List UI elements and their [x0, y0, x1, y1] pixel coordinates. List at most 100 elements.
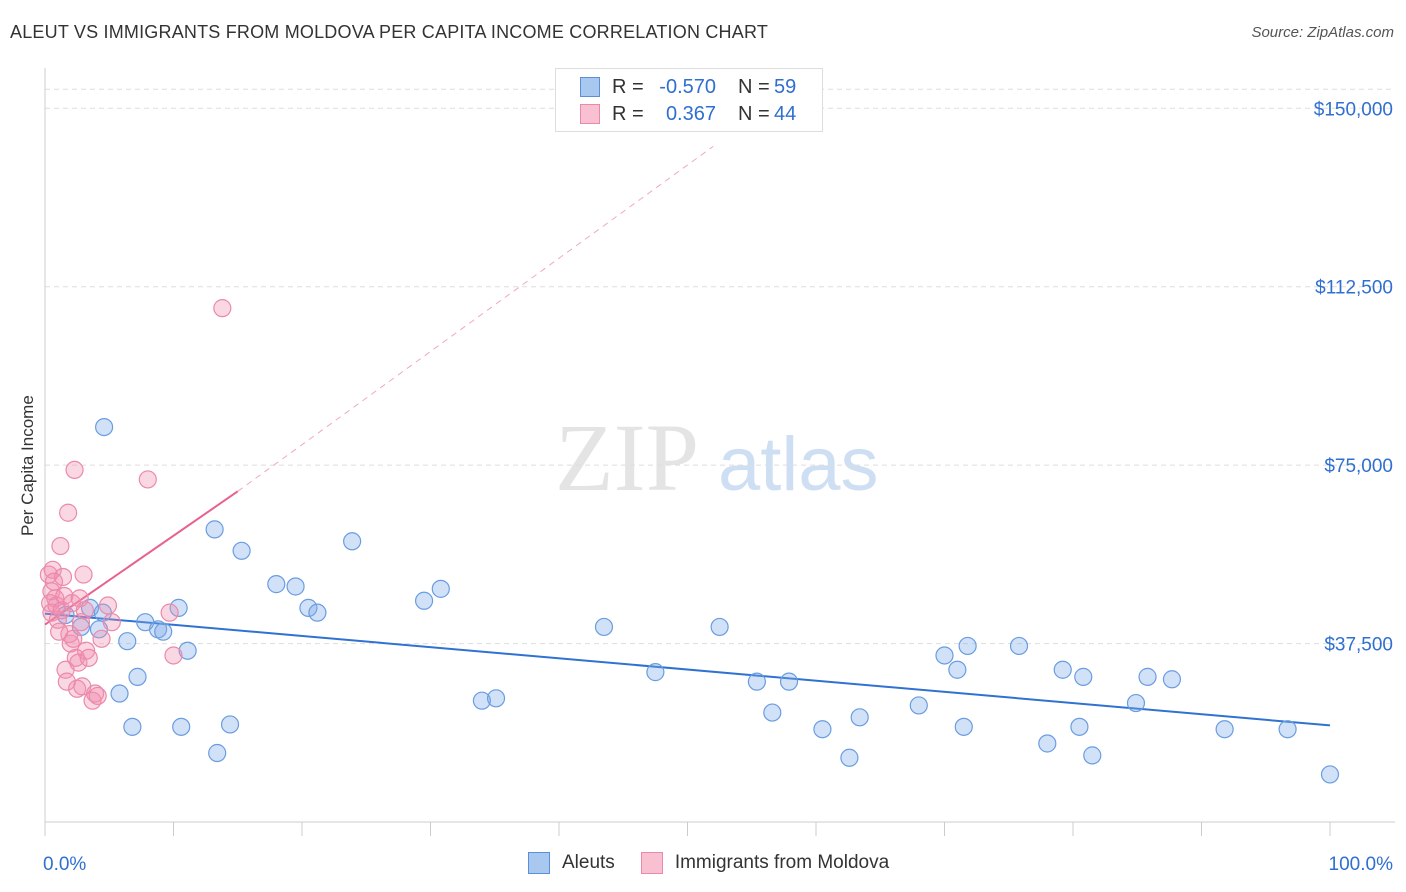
y-tick-label: $150,000	[1314, 99, 1393, 120]
aleuts-point	[414, 591, 434, 610]
moldova-point	[52, 601, 71, 620]
aleuts-point	[850, 708, 869, 727]
aleuts-point	[267, 575, 286, 594]
moldova-point	[213, 299, 232, 318]
moldova-point	[86, 684, 105, 703]
aleuts-point	[343, 532, 362, 551]
aleuts-point	[1278, 720, 1297, 739]
aleuts-point	[431, 579, 450, 598]
aleuts-trend-line	[44, 612, 1331, 727]
aleuts-point	[308, 603, 327, 622]
legend-item-moldova[interactable]: Immigrants from Moldova	[640, 852, 890, 874]
moldova-trend-line	[44, 490, 239, 626]
aleuts-point	[1083, 746, 1102, 765]
aleuts-point	[954, 717, 973, 736]
legend-label-aleuts: Aleuts	[562, 852, 615, 873]
moldova-point	[75, 601, 94, 620]
moldova-point	[79, 648, 98, 667]
aleuts-point	[232, 541, 251, 560]
y-tick-label: $112,500	[1315, 278, 1393, 299]
legend-item-aleuts[interactable]: Aleuts	[528, 852, 615, 874]
aleuts-point	[286, 577, 305, 596]
aleuts-point	[486, 689, 506, 708]
moldova-point	[92, 629, 111, 648]
moldova-point	[71, 613, 91, 632]
aleuts-point	[840, 748, 859, 767]
watermark-atlas: atlas	[718, 422, 879, 507]
aleuts-point	[1162, 670, 1182, 689]
aleuts-point	[1074, 667, 1093, 686]
x-tick-label-min: 0.0%	[43, 854, 86, 875]
aleuts-legend-swatch	[528, 852, 550, 874]
aleuts-point	[472, 691, 491, 710]
aleuts-point	[747, 672, 766, 691]
aleuts-point	[1053, 660, 1072, 679]
n-value: 59	[774, 75, 797, 98]
n-label: N =	[738, 102, 770, 125]
aleuts-point	[763, 703, 782, 722]
moldova-point	[64, 629, 83, 648]
aleuts-point	[95, 417, 114, 437]
aleuts-point	[1070, 717, 1089, 736]
aleuts-point	[813, 720, 832, 739]
correlation-legend: R = -0.570 N = 59 R = 0.367 N = 44	[555, 68, 823, 132]
r-value: 0.367	[665, 102, 716, 125]
aleuts-swatch	[580, 77, 600, 97]
aleuts-point	[1138, 667, 1157, 686]
r-label: R =	[612, 75, 644, 98]
moldova-point	[138, 470, 157, 489]
aleuts-point	[958, 636, 977, 656]
aleuts-point	[118, 632, 137, 651]
y-axis-title: Per Capita Income	[18, 395, 37, 536]
aleuts-point	[594, 617, 614, 637]
aleuts-point	[1126, 693, 1146, 713]
aleuts-point	[299, 598, 318, 617]
aleuts-point	[169, 598, 188, 617]
aleuts-point	[1215, 720, 1234, 739]
moldova-point	[164, 646, 183, 665]
moldova-trend-line	[237, 145, 714, 492]
aleuts-point	[935, 646, 954, 665]
moldova-point	[59, 503, 78, 522]
moldova-point	[98, 596, 118, 615]
moldova-legend-swatch	[640, 852, 663, 874]
aleuts-point	[646, 663, 665, 682]
y-tick-label: $37,500	[1324, 635, 1393, 656]
legend-row-aleuts: R = -0.570 N = 59	[580, 75, 796, 99]
moldova-point	[66, 648, 85, 667]
r-label: R =	[612, 102, 644, 125]
moldova-swatch	[580, 104, 600, 124]
chart-title: ALEUT VS IMMIGRANTS FROM MOLDOVA PER CAP…	[10, 22, 769, 42]
aleuts-point	[123, 717, 142, 736]
aleuts-point	[948, 660, 967, 679]
aleuts-point	[128, 667, 147, 686]
n-value: 44	[774, 102, 797, 125]
y-tick-label: $75,000	[1324, 456, 1393, 477]
aleuts-point	[172, 717, 191, 736]
moldova-point	[53, 567, 73, 587]
source-label: Source: ZipAtlas.com	[1251, 24, 1394, 41]
aleuts-point	[1009, 636, 1029, 656]
watermark-zip: ZIP	[555, 404, 699, 511]
moldova-point	[160, 603, 179, 622]
moldova-point	[70, 589, 89, 608]
moldova-point	[77, 641, 96, 660]
aleuts-point	[154, 622, 173, 641]
aleuts-point	[710, 617, 729, 637]
aleuts-point	[1320, 765, 1340, 784]
moldova-point	[51, 536, 70, 556]
moldova-point	[74, 565, 93, 584]
moldova-point	[61, 634, 80, 653]
aleuts-point	[178, 641, 197, 660]
r-value: -0.570	[659, 75, 716, 98]
moldova-point	[65, 460, 84, 480]
aleuts-point	[1038, 734, 1057, 753]
aleuts-point	[779, 672, 799, 691]
series-legend: Aleuts Immigrants from Moldova	[528, 852, 915, 874]
legend-row-moldova: R = 0.367 N = 44	[580, 102, 796, 126]
moldova-point	[55, 586, 74, 606]
x-tick-label-max: 100.0%	[1329, 854, 1394, 875]
legend-label-moldova: Immigrants from Moldova	[674, 852, 890, 873]
n-label: N =	[738, 75, 770, 98]
